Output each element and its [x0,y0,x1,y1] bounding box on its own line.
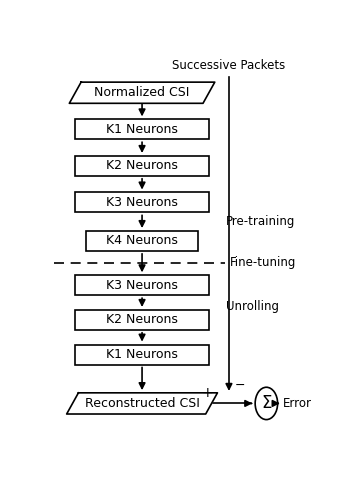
Circle shape [255,387,278,420]
FancyBboxPatch shape [75,344,209,364]
FancyBboxPatch shape [75,156,209,176]
Text: Unrolling: Unrolling [226,300,279,313]
Text: K3 Neurons: K3 Neurons [106,196,178,209]
FancyBboxPatch shape [75,310,209,330]
Text: K4 Neurons: K4 Neurons [106,234,178,248]
Text: Fine-tuning: Fine-tuning [230,256,297,269]
Text: K1 Neurons: K1 Neurons [106,123,178,136]
Text: Reconstructed CSI: Reconstructed CSI [85,397,199,410]
FancyBboxPatch shape [75,275,209,295]
Text: +: + [201,386,213,400]
Text: K2 Neurons: K2 Neurons [106,314,178,326]
Text: Successive Packets: Successive Packets [172,60,286,72]
FancyBboxPatch shape [75,192,209,212]
Text: Normalized CSI: Normalized CSI [95,86,190,99]
Text: K1 Neurons: K1 Neurons [106,348,178,361]
FancyBboxPatch shape [86,231,198,251]
Polygon shape [69,82,215,104]
Polygon shape [67,393,217,414]
Text: $\Sigma$: $\Sigma$ [261,394,272,412]
Text: Error: Error [283,397,312,410]
Text: K3 Neurons: K3 Neurons [106,278,178,291]
Text: Pre-training: Pre-training [226,215,296,228]
Text: −: − [234,379,245,392]
Text: K2 Neurons: K2 Neurons [106,160,178,172]
FancyBboxPatch shape [75,120,209,140]
